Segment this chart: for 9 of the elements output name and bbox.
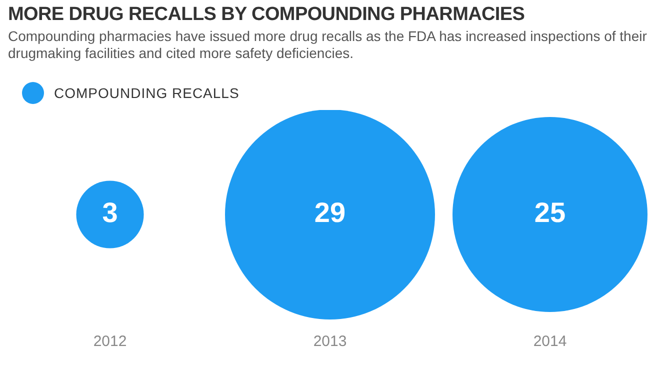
category-label: 2013 xyxy=(313,333,347,350)
data-label: 3 xyxy=(102,197,118,228)
category-label: 2014 xyxy=(533,333,567,350)
data-label: 25 xyxy=(534,197,566,228)
text: MORE DRUG RECALLS BY COMPOUNDING PHARMACIES xyxy=(8,4,525,26)
data-label: 29 xyxy=(314,197,346,228)
legend-label: COMPOUNDING RECALLS xyxy=(54,85,240,101)
category-label: 2012 xyxy=(93,333,127,350)
text: Compounding pharmacies have issued more drug recalls as the FDA has increased inspections of their drugmaking facilities and cited more safety deficiencies. xyxy=(8,28,648,62)
